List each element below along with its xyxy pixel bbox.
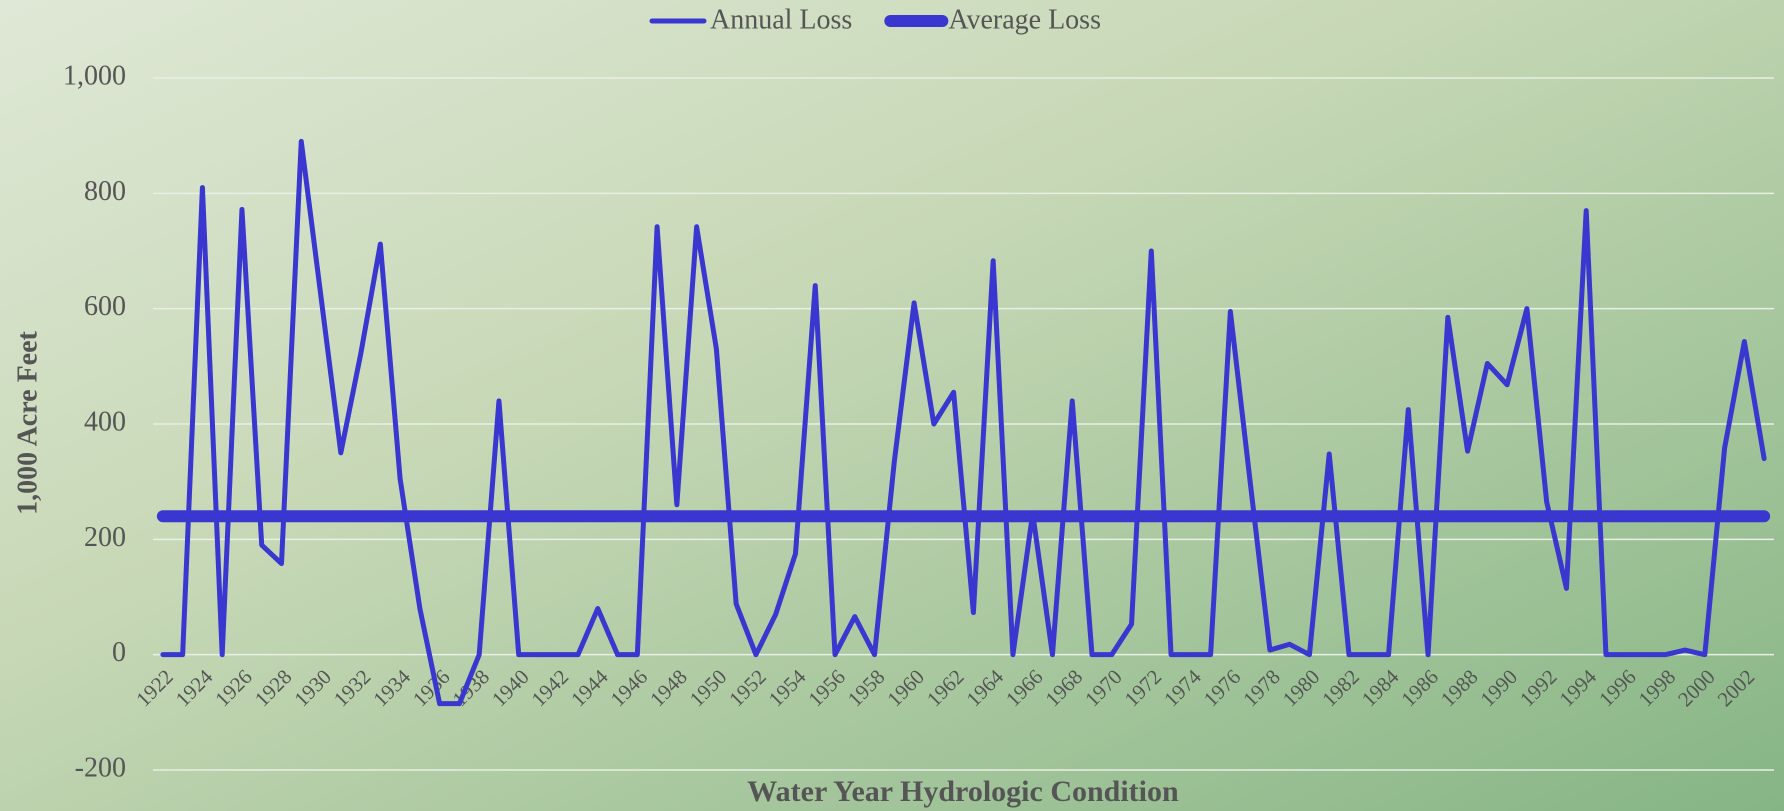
x-axis-title: Water Year Hydrologic Condition: [747, 775, 1179, 808]
y-tick-label: 0: [112, 637, 126, 668]
y-tick-label: -200: [75, 752, 126, 783]
y-tick-label: 400: [84, 406, 126, 437]
legend-label: Average Loss: [948, 4, 1101, 35]
y-tick-label: 600: [84, 291, 126, 322]
y-axis-title: 1,000 Acre Feet: [12, 330, 43, 514]
line-series: [160, 138, 1767, 707]
y-tick-label: 800: [84, 176, 126, 207]
y-tick-label: 1,000: [63, 60, 126, 91]
legend-label: Annual Loss: [710, 4, 852, 35]
y-tick-label: 200: [84, 522, 126, 553]
